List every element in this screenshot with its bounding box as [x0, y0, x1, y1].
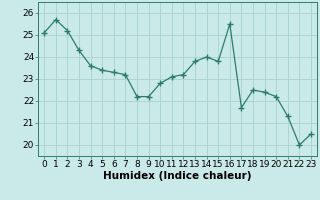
X-axis label: Humidex (Indice chaleur): Humidex (Indice chaleur) — [103, 171, 252, 181]
